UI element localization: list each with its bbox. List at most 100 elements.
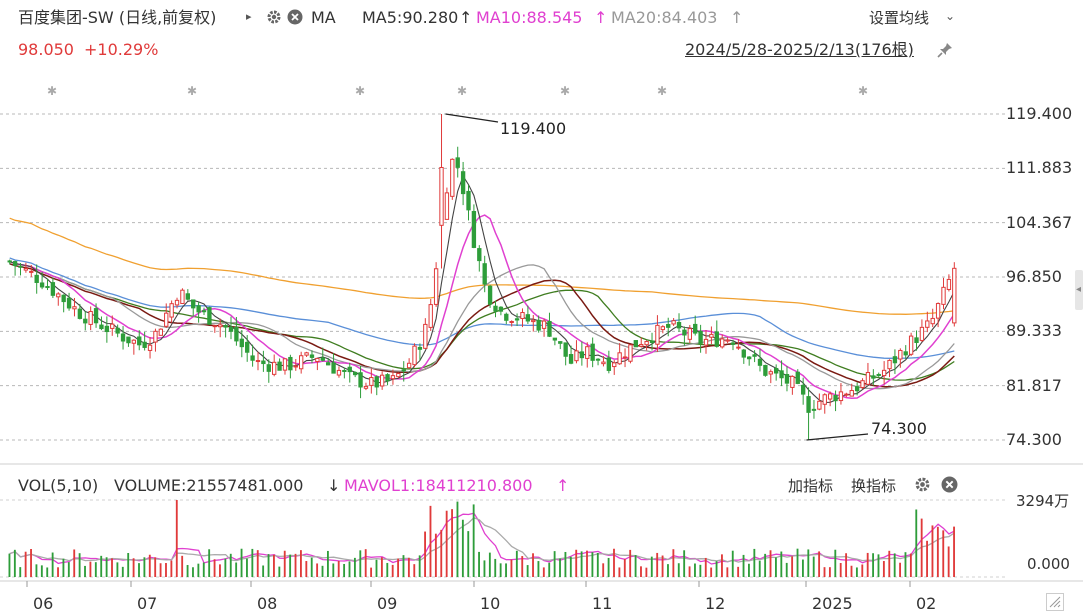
- volume-gear-icon[interactable]: [914, 476, 931, 497]
- chevron-down-icon[interactable]: ⌄: [945, 9, 956, 23]
- volume-bar[interactable]: [116, 562, 119, 577]
- volume-bar[interactable]: [300, 550, 302, 577]
- candlestick[interactable]: [892, 349, 898, 374]
- event-marker-icon[interactable]: ✱: [47, 84, 57, 98]
- candlestick[interactable]: [7, 259, 12, 265]
- candlestick[interactable]: [450, 158, 455, 200]
- candlestick[interactable]: [207, 306, 212, 326]
- volume-bar[interactable]: [866, 552, 869, 577]
- volume-bar[interactable]: [667, 564, 669, 577]
- volume-bar[interactable]: [699, 564, 702, 577]
- volume-bar[interactable]: [683, 550, 686, 577]
- volume-bar[interactable]: [30, 548, 32, 577]
- volume-bar[interactable]: [94, 562, 97, 577]
- volume-bar[interactable]: [618, 567, 621, 577]
- candlestick[interactable]: [482, 255, 487, 293]
- volume-bar[interactable]: [235, 562, 238, 577]
- volume-bar[interactable]: [461, 519, 464, 577]
- candlestick[interactable]: [763, 364, 768, 377]
- candlestick[interactable]: [504, 312, 509, 325]
- candlestick[interactable]: [590, 337, 595, 368]
- volume-bar[interactable]: [942, 530, 945, 577]
- volume-bar[interactable]: [429, 505, 432, 577]
- volume-bar[interactable]: [855, 567, 858, 577]
- volume-bar[interactable]: [764, 553, 767, 577]
- volume-bar[interactable]: [127, 552, 130, 577]
- candlestick[interactable]: [925, 311, 930, 333]
- volume-bar[interactable]: [46, 567, 49, 577]
- candlestick[interactable]: [266, 359, 271, 383]
- volume-bar[interactable]: [445, 510, 448, 577]
- candlestick[interactable]: [806, 387, 811, 440]
- candlestick[interactable]: [23, 262, 29, 273]
- candlestick[interactable]: [871, 369, 876, 386]
- candlestick[interactable]: [174, 297, 180, 309]
- candlestick[interactable]: [898, 348, 903, 368]
- volume-bar[interactable]: [332, 563, 335, 577]
- candlestick[interactable]: [250, 344, 255, 367]
- candlestick[interactable]: [881, 361, 887, 385]
- candlestick[interactable]: [342, 367, 347, 379]
- volume-bar[interactable]: [877, 554, 880, 577]
- candlestick[interactable]: [579, 341, 585, 366]
- volume-bar[interactable]: [208, 549, 211, 577]
- candlestick[interactable]: [110, 315, 115, 336]
- volume-bar[interactable]: [175, 500, 178, 577]
- candlestick[interactable]: [147, 337, 153, 359]
- candlestick[interactable]: [93, 303, 99, 328]
- volume-bar[interactable]: [148, 554, 151, 577]
- volume-bar[interactable]: [650, 556, 653, 577]
- volume-bar[interactable]: [801, 559, 804, 577]
- candlestick[interactable]: [514, 313, 520, 326]
- candlestick[interactable]: [601, 356, 606, 367]
- candlestick[interactable]: [666, 317, 671, 337]
- volume-bar[interactable]: [526, 565, 529, 577]
- resize-grip-icon[interactable]: [1046, 593, 1064, 615]
- candlestick[interactable]: [196, 301, 201, 323]
- volume-bar[interactable]: [953, 526, 955, 577]
- candlestick[interactable]: [261, 350, 266, 372]
- volume-bar[interactable]: [289, 554, 292, 577]
- candlestick[interactable]: [903, 345, 908, 359]
- volume-bar[interactable]: [364, 549, 367, 577]
- volume-bar[interactable]: [262, 565, 265, 577]
- candlestick[interactable]: [660, 325, 665, 334]
- volume-bar[interactable]: [542, 567, 545, 577]
- volume-bar[interactable]: [186, 565, 189, 577]
- volume-bar[interactable]: [807, 549, 810, 577]
- volume-bar[interactable]: [197, 563, 200, 577]
- volume-bar[interactable]: [796, 548, 799, 577]
- volume-bar[interactable]: [818, 551, 821, 577]
- volume-bar[interactable]: [613, 548, 615, 577]
- candlestick[interactable]: [935, 302, 941, 328]
- volume-bar[interactable]: [316, 563, 319, 577]
- candlestick[interactable]: [952, 262, 957, 327]
- candlestick[interactable]: [228, 316, 234, 340]
- volume-bar[interactable]: [715, 561, 718, 577]
- volume-bar[interactable]: [478, 551, 480, 577]
- candlestick[interactable]: [633, 340, 639, 348]
- candlestick[interactable]: [703, 330, 709, 354]
- candlestick[interactable]: [34, 264, 39, 294]
- candlestick[interactable]: [401, 361, 406, 382]
- volume-bar[interactable]: [451, 509, 453, 577]
- candlestick[interactable]: [212, 325, 217, 333]
- candlestick[interactable]: [115, 324, 120, 338]
- candlestick[interactable]: [39, 271, 45, 290]
- candlestick[interactable]: [800, 377, 806, 405]
- candlestick[interactable]: [304, 351, 309, 358]
- candlestick[interactable]: [428, 299, 433, 331]
- volume-bar[interactable]: [515, 550, 518, 577]
- volume-bar[interactable]: [850, 565, 853, 577]
- candlestick[interactable]: [66, 292, 72, 311]
- candlestick[interactable]: [18, 263, 23, 276]
- volume-bar[interactable]: [828, 567, 831, 577]
- candlestick[interactable]: [201, 307, 207, 316]
- volume-bar[interactable]: [888, 550, 891, 577]
- volume-bar[interactable]: [931, 525, 934, 577]
- volume-bar[interactable]: [640, 566, 642, 577]
- volume-bar[interactable]: [839, 563, 842, 577]
- candlestick[interactable]: [358, 365, 363, 399]
- event-marker-icon[interactable]: ✱: [560, 84, 570, 98]
